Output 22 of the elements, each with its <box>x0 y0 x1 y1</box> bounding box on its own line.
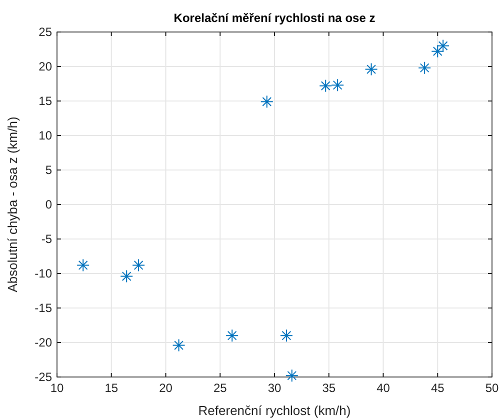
x-tick-label: 30 <box>268 381 282 395</box>
y-tick-label: 15 <box>38 94 52 108</box>
x-tick-label: 25 <box>213 381 228 395</box>
y-tick-label: 25 <box>38 25 52 39</box>
x-tick-label: 40 <box>376 381 390 395</box>
y-tick-label: -15 <box>34 301 52 315</box>
y-tick-label: 20 <box>38 60 52 74</box>
x-tick-label: 50 <box>485 381 499 395</box>
x-tick-label: 15 <box>104 381 118 395</box>
y-tick-label: -10 <box>34 266 52 280</box>
x-axis-title: Referenční rychlost (km/h) <box>198 403 351 418</box>
x-tick-label: 35 <box>322 381 336 395</box>
y-tick-label: 5 <box>45 163 52 177</box>
y-tick-label: -5 <box>41 232 52 246</box>
y-axis-title: Absolutní chyba - osa z (km/h) <box>5 116 20 292</box>
x-tick-label: 45 <box>430 381 445 395</box>
x-tick-label: 20 <box>159 381 173 395</box>
y-tick-label: 0 <box>45 198 52 212</box>
y-tick-label: 10 <box>38 128 52 142</box>
chart-title: Korelační měření rychlosti na ose z <box>174 11 376 25</box>
y-tick-label: -20 <box>34 336 52 350</box>
y-tick-label: -25 <box>34 370 52 384</box>
